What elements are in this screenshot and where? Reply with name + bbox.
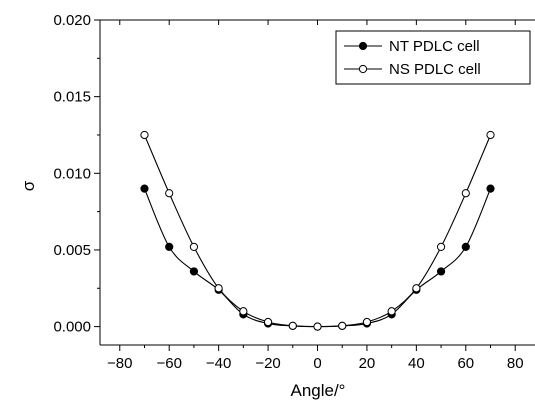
data-point-filled bbox=[486, 184, 495, 193]
x-tick-label: −80 bbox=[107, 355, 132, 372]
y-tick-label: 0.005 bbox=[53, 242, 91, 259]
x-tick-label: 40 bbox=[408, 355, 425, 372]
data-point-open bbox=[288, 321, 297, 330]
series-nt-pdlc bbox=[140, 184, 495, 331]
legend-item: NT PDLC cell bbox=[344, 38, 480, 55]
x-tick-label: 80 bbox=[507, 355, 524, 372]
x-tick-label: 60 bbox=[457, 355, 474, 372]
x-tick-label: −60 bbox=[156, 355, 181, 372]
data-point-open bbox=[412, 284, 421, 293]
y-tick-label: 0.010 bbox=[53, 165, 91, 182]
data-point-filled bbox=[189, 267, 199, 276]
data-point-open bbox=[436, 242, 446, 251]
data-point-open bbox=[486, 130, 495, 140]
x-tick-label: 0 bbox=[313, 355, 321, 372]
data-point-open bbox=[263, 317, 273, 327]
data-point-open bbox=[165, 189, 174, 198]
x-tick-label: −40 bbox=[206, 355, 231, 372]
legend-marker bbox=[358, 64, 368, 74]
y-axis-ticks: 0.000 0.005 0.010 0.015 0.020 bbox=[53, 12, 100, 336]
legend-marker bbox=[358, 41, 368, 51]
y-tick-label: 0.000 bbox=[53, 319, 91, 336]
y-tick-label: 0.020 bbox=[53, 12, 91, 29]
data-point-open bbox=[461, 189, 470, 198]
x-tick-label: 20 bbox=[359, 355, 376, 372]
data-point-open bbox=[140, 130, 149, 140]
x-axis-label: Angle/° bbox=[290, 381, 345, 400]
data-point-filled bbox=[461, 242, 470, 251]
series-line bbox=[143, 134, 492, 328]
data-point-open bbox=[239, 307, 248, 316]
series-line bbox=[143, 188, 492, 328]
data-point-open bbox=[387, 307, 396, 316]
series-layer bbox=[140, 130, 495, 331]
legend-label: NT PDLC cell bbox=[389, 38, 480, 55]
y-axis-label: σ bbox=[19, 180, 38, 191]
legend-label: NS PDLC cell bbox=[389, 61, 481, 78]
data-point-open bbox=[214, 284, 223, 293]
data-point-open bbox=[313, 322, 322, 331]
data-point-open bbox=[189, 242, 199, 251]
legend-box bbox=[335, 30, 531, 85]
data-point-open bbox=[338, 321, 347, 330]
y-tick-label: 0.015 bbox=[53, 89, 91, 106]
data-point-filled bbox=[140, 184, 149, 193]
x-axis-ticks: −80 −60 −40 −20 0 20 40 60 80 bbox=[107, 20, 524, 372]
legend-item: NS PDLC cell bbox=[344, 61, 481, 78]
data-point-filled bbox=[165, 242, 174, 251]
data-point-open bbox=[362, 317, 372, 327]
series-ns-pdlc bbox=[140, 130, 495, 331]
data-point-filled bbox=[436, 267, 446, 276]
legend: NT PDLC cell NS PDLC cell bbox=[335, 30, 531, 85]
x-tick-label: −20 bbox=[255, 355, 280, 372]
